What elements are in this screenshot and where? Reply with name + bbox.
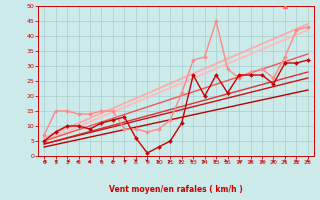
X-axis label: Vent moyen/en rafales ( km/h ): Vent moyen/en rafales ( km/h ) [109,185,243,194]
